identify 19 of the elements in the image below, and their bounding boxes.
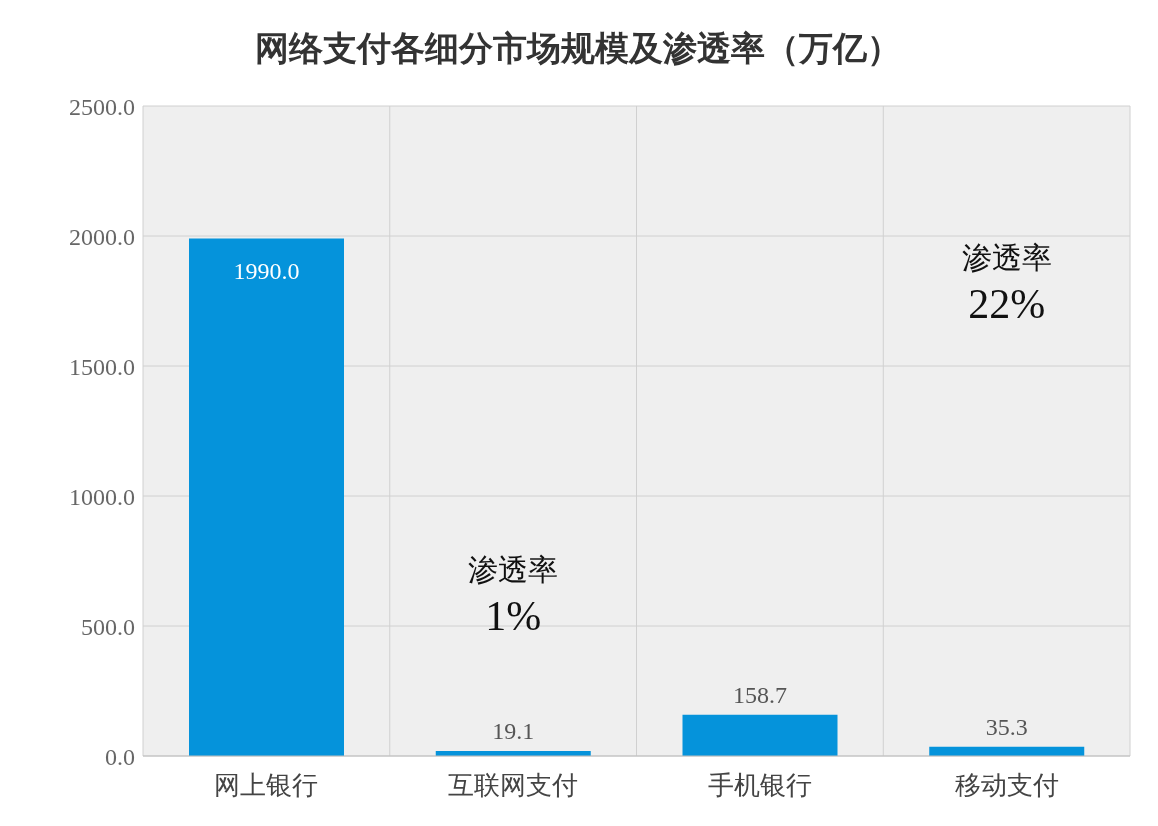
data-label: 35.3 <box>985 713 1028 740</box>
y-tick-label: 2000.0 <box>69 223 135 250</box>
annotation: 渗透率 22% <box>960 239 1053 329</box>
data-label: 19.1 <box>492 718 535 745</box>
x-tick-label: 移动支付 <box>954 770 1059 801</box>
data-label: 158.7 <box>733 681 787 708</box>
chart-title: 网络支付各细分市场规模及渗透率（万亿） <box>255 28 901 68</box>
annotation: 渗透率 1% <box>467 551 560 641</box>
y-tick-label: 1500.0 <box>69 353 135 380</box>
y-tick-label: 0.0 <box>105 743 135 770</box>
data-label: 1990.0 <box>233 257 300 284</box>
x-tick-label: 互联网支付 <box>448 770 579 801</box>
x-tick-label: 手机银行 <box>707 770 812 801</box>
y-tick-label: 2500.0 <box>69 93 135 120</box>
bar <box>189 238 344 756</box>
bar <box>682 714 838 756</box>
y-tick-label: 1000.0 <box>69 483 135 510</box>
y-tick-label: 500.0 <box>81 613 135 640</box>
x-tick-label: 网上银行 <box>214 770 319 801</box>
